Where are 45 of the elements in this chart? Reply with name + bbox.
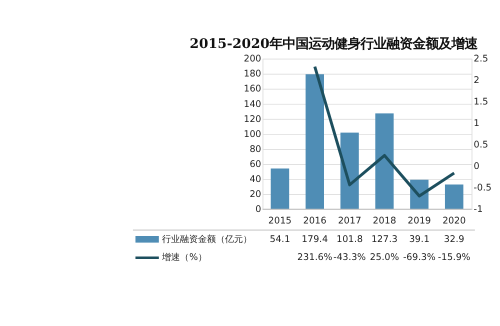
y2-tick-label: -0.5 (474, 182, 492, 194)
bar (270, 168, 290, 210)
data-label: 127.3 (371, 234, 398, 245)
y2-tick-label: 0.5 (474, 140, 488, 151)
data-label: 101.8 (336, 234, 363, 245)
y-tick-label: 120 (244, 114, 262, 125)
data-label: -43.3% (333, 252, 366, 264)
y-tick-label: 100 (244, 128, 262, 140)
bar (375, 113, 394, 210)
data-label: -15.9% (438, 252, 471, 264)
y-tick-label: 60 (250, 158, 262, 170)
bar (340, 132, 359, 210)
data-label: 32.9 (444, 234, 465, 245)
data-label: 25.0% (370, 252, 400, 264)
y2-tick-label: 1.5 (474, 96, 488, 108)
y2-tick-label: 0 (474, 161, 480, 172)
x-tick-label: 2017 (338, 215, 362, 226)
y2-tick-label: 2 (474, 75, 480, 86)
legend-label: 行业融资金额（亿元） (162, 234, 252, 245)
y-tick-label: 140 (244, 98, 262, 110)
data-label: 231.6% (297, 252, 333, 264)
y-tick-label: 200 (244, 54, 262, 65)
data-label: 39.1 (409, 234, 430, 245)
x-tick-label: 2015 (268, 215, 292, 226)
y-tick-label: 20 (250, 189, 262, 200)
bar (306, 74, 324, 210)
data-label: 179.4 (302, 234, 328, 245)
x-tick-label: 2016 (303, 215, 327, 226)
bar (444, 184, 464, 210)
y-tick-label: 180 (244, 68, 262, 80)
y-tick-label: 80 (250, 144, 262, 155)
x-tick-label: 2020 (442, 215, 466, 226)
y2-tick-label: 2.5 (474, 54, 488, 65)
y2-tick-label: 1 (474, 118, 480, 130)
y-tick-label: 40 (250, 174, 262, 186)
y-tick-label: 160 (244, 84, 262, 95)
data-label: -69.3% (403, 252, 436, 264)
x-tick-label: 2019 (408, 215, 432, 226)
x-tick-label: 2018 (372, 215, 396, 226)
chart-title: 2015-2020年中国运动健身行业融资金额及增速 (190, 36, 479, 52)
legend-label: 增速（%） (161, 252, 207, 264)
y2-tick-label: -1 (474, 204, 483, 216)
line-series (313, 65, 456, 198)
data-label: 54.1 (270, 234, 290, 245)
y-tick-label: 0 (255, 204, 262, 216)
